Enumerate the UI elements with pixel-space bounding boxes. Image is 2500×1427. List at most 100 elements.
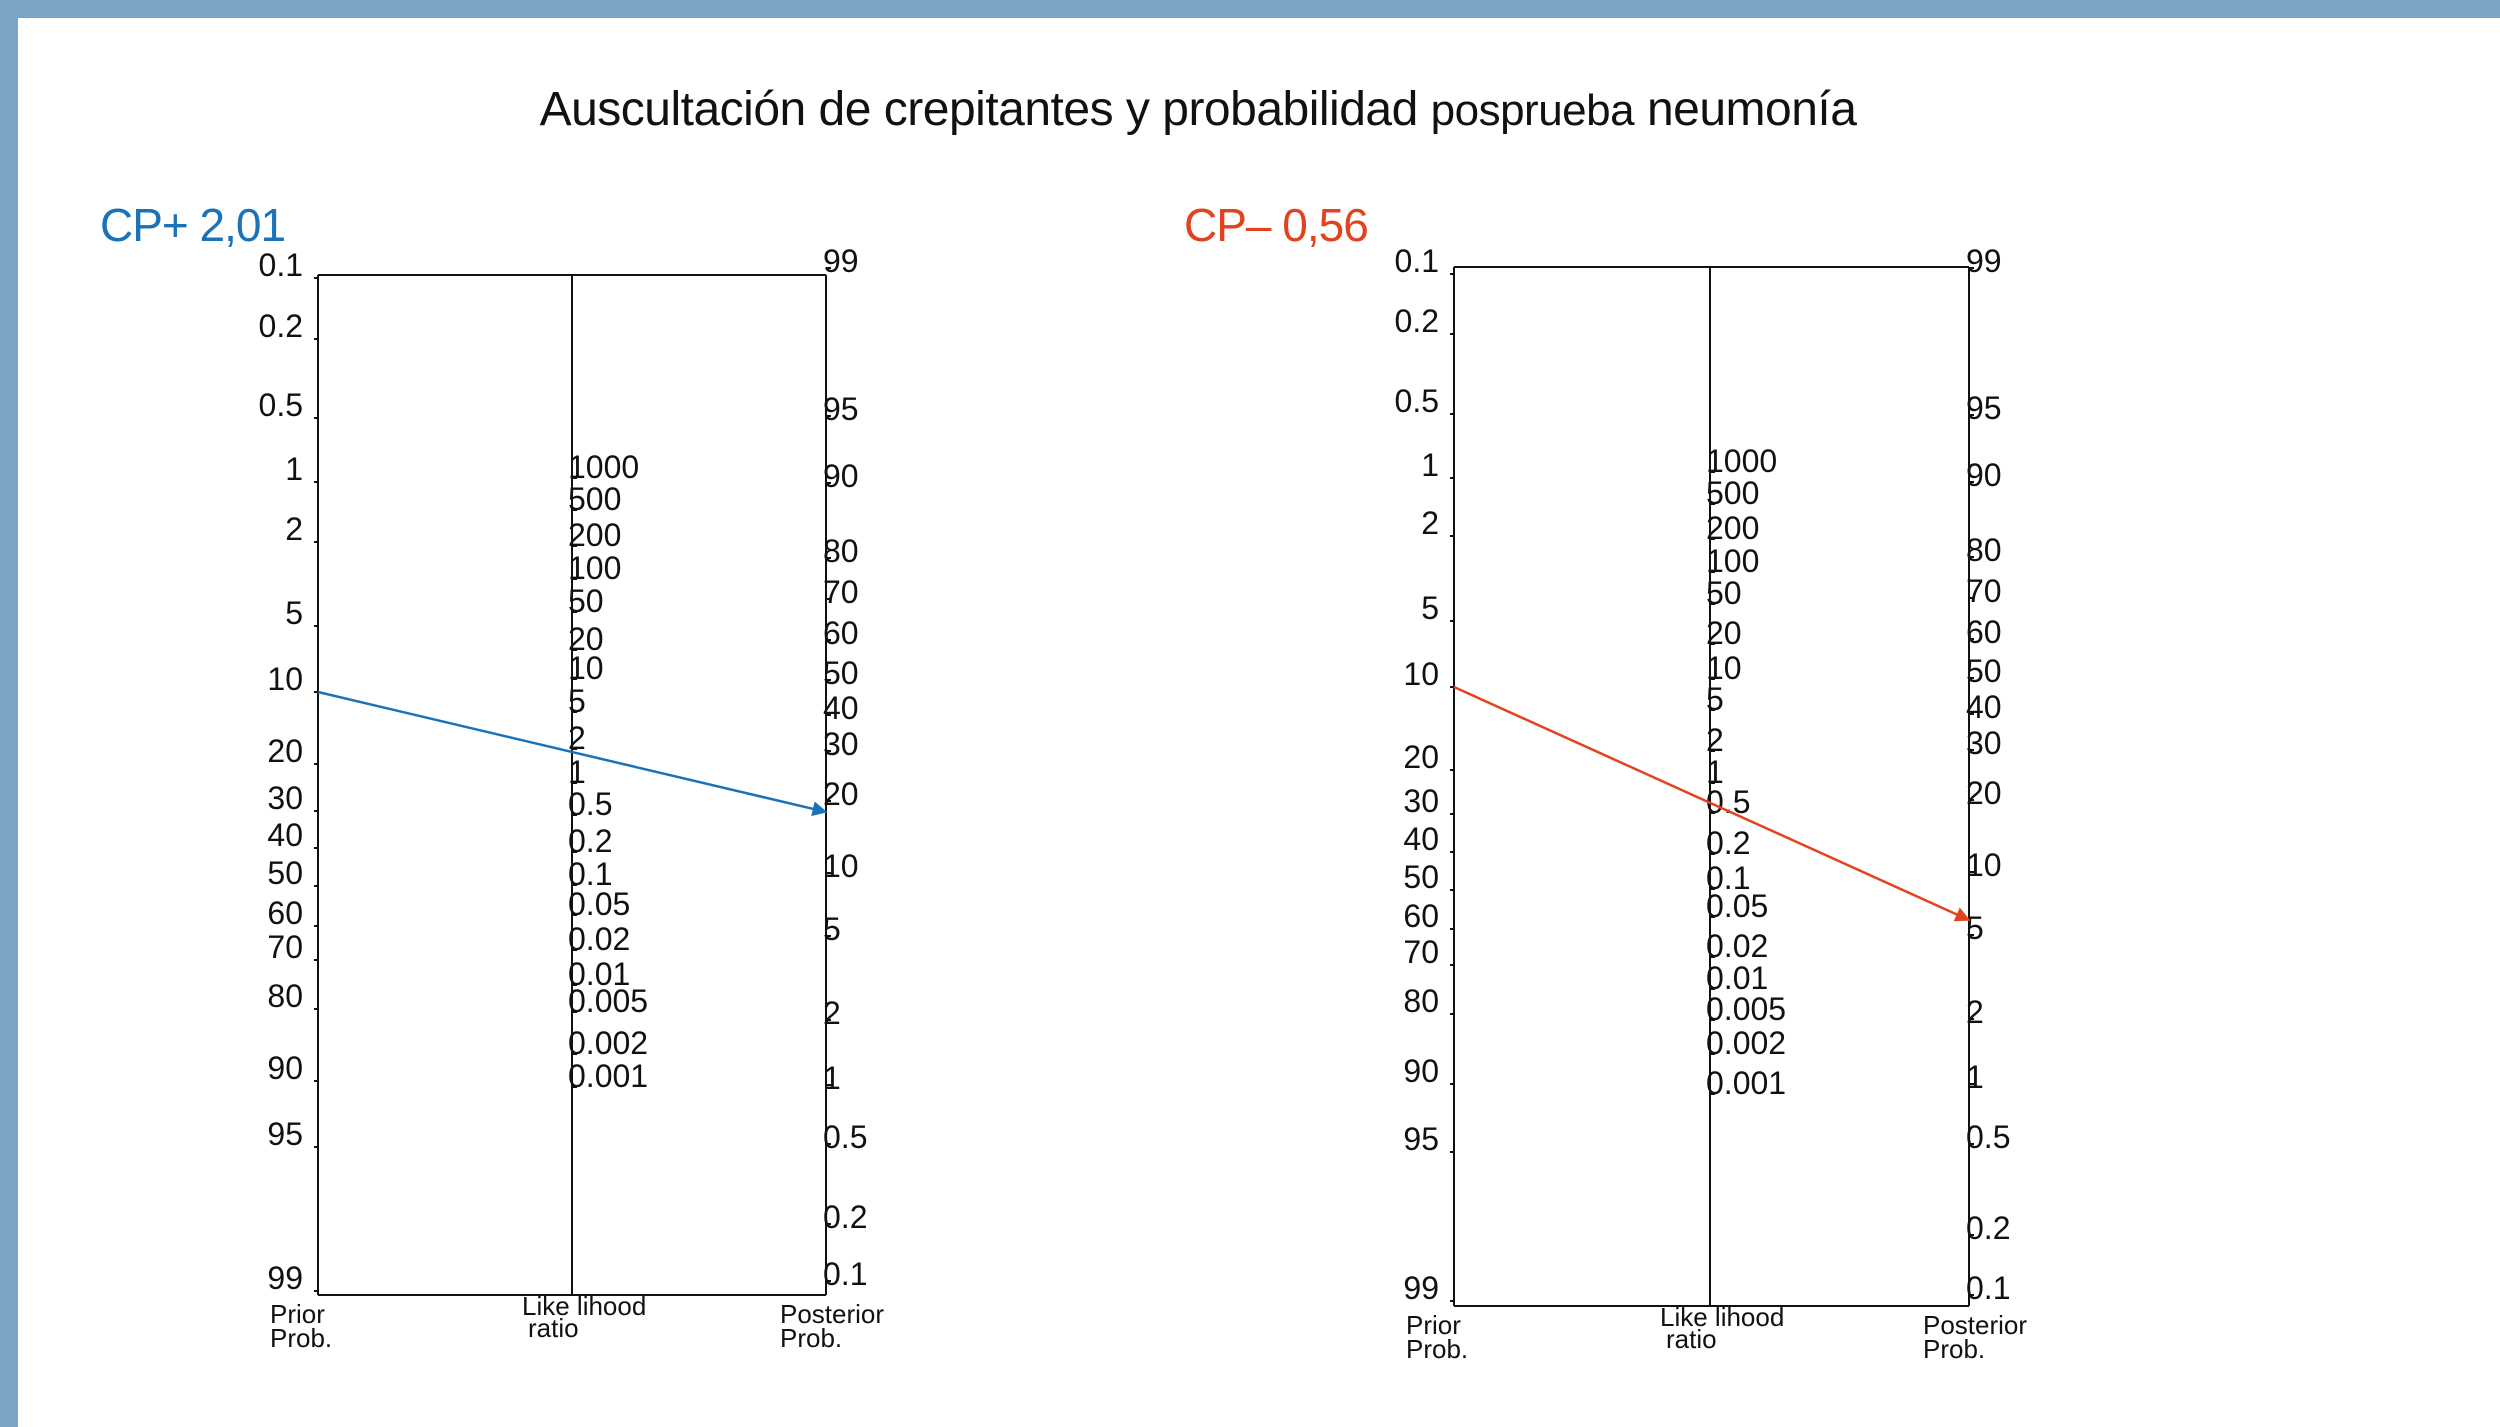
posterior-tick-label: 95 <box>823 391 859 427</box>
prior-tick-label: 60 <box>1403 898 1439 934</box>
posterior-tick-label: 90 <box>1966 457 2002 493</box>
posterior-axis-title-line2: Prob. <box>780 1323 842 1353</box>
posterior-tick-label: 70 <box>823 574 859 610</box>
prior-tick-label: 1 <box>285 451 303 487</box>
posterior-tick-label: 0.2 <box>823 1199 867 1235</box>
lr-tick-label: 0.02 <box>568 921 630 957</box>
lr-axis-title-line1: Like lihood <box>1660 1302 1784 1332</box>
lr-tick-label: 0.002 <box>568 1025 648 1061</box>
lr-tick-label: 0.01 <box>568 956 630 992</box>
lr-tick-label: 100 <box>568 550 621 586</box>
posterior-tick-label: 50 <box>1966 653 2002 689</box>
prior-tick-label: 0.2 <box>259 308 303 344</box>
prior-tick-label: 99 <box>267 1260 303 1296</box>
prior-tick-label: 5 <box>1421 590 1439 626</box>
lr-tick-label: 200 <box>1706 510 1759 546</box>
lr-tick-label: 2 <box>568 720 586 756</box>
prior-tick-label: 95 <box>1403 1121 1439 1157</box>
posterior-tick-label: 99 <box>823 243 859 279</box>
lr-tick-label: 5 <box>1706 681 1724 717</box>
prior-axis-title-line2: Prob. <box>1406 1334 1468 1364</box>
posterior-tick-label: 0.2 <box>1966 1210 2010 1246</box>
posterior-tick-label: 60 <box>823 615 859 651</box>
lr-tick-label: 10 <box>1706 650 1742 686</box>
lr-tick-label: 0.01 <box>1706 960 1768 996</box>
posterior-tick-label: 40 <box>823 690 859 726</box>
prior-tick-label: 60 <box>267 895 303 931</box>
lr-tick-label: 1 <box>568 754 586 790</box>
lr-tick-label: 5 <box>568 683 586 719</box>
prior-tick-label: 2 <box>285 511 303 547</box>
slide: Auscultación de crepitantes y probabilid… <box>18 18 2500 1427</box>
posterior-tick-label: 99 <box>1966 243 2002 279</box>
prior-tick-label: 95 <box>267 1116 303 1152</box>
posterior-tick-label: 2 <box>823 995 841 1031</box>
posterior-tick-label: 5 <box>1966 910 1984 946</box>
lr-tick-label: 50 <box>568 583 604 619</box>
prior-tick-label: 20 <box>267 733 303 769</box>
prior-tick-label: 0.5 <box>259 387 303 423</box>
prior-tick-label: 50 <box>267 855 303 891</box>
prior-tick-label: 50 <box>1403 859 1439 895</box>
posterior-axis-title-line1: Posterior <box>780 1299 884 1329</box>
posterior-tick-label: 80 <box>1966 532 2002 568</box>
lr-tick-label: 20 <box>568 621 604 657</box>
lr-tick-label: 0.001 <box>1706 1065 1786 1101</box>
posterior-tick-label: 5 <box>823 911 841 947</box>
lr-tick-label: 0.1 <box>1706 860 1750 896</box>
posterior-tick-label: 0.1 <box>823 1256 867 1292</box>
posterior-tick-label: 0.1 <box>1966 1270 2010 1306</box>
prior-tick-label: 1 <box>1421 447 1439 483</box>
prior-tick-label: 30 <box>267 780 303 816</box>
prior-tick-label: 2 <box>1421 505 1439 541</box>
slide-title: Auscultación de crepitantes y probabilid… <box>18 82 2378 137</box>
nomogram-positive: 0.10.20.51251020304050607080909599100050… <box>259 243 885 1353</box>
lr-tick-label: 100 <box>1706 543 1759 579</box>
posterior-tick-label: 20 <box>823 776 859 812</box>
lr-tick-label: 0.005 <box>568 983 648 1019</box>
posterior-axis-title-line1: Posterior <box>1923 1310 2027 1340</box>
posterior-tick-label: 10 <box>1966 847 2002 883</box>
title-main: Auscultación de crepitantes y probabilid… <box>539 83 1419 136</box>
prior-tick-label: 10 <box>267 661 303 697</box>
prior-axis-title-line1: Prior <box>1406 1310 1461 1340</box>
prior-tick-label: 70 <box>267 929 303 965</box>
lr-tick-label: 0.1 <box>568 856 612 892</box>
prior-tick-label: 99 <box>1403 1270 1439 1306</box>
prior-tick-label: 70 <box>1403 934 1439 970</box>
lr-tick-label: 0.05 <box>568 886 630 922</box>
posterior-tick-label: 40 <box>1966 689 2002 725</box>
probability-arrow-line <box>1453 685 1971 922</box>
lr-tick-label: 1000 <box>568 449 639 485</box>
lr-tick-label: 0.02 <box>1706 928 1768 964</box>
posterior-tick-label: 50 <box>823 655 859 691</box>
prior-tick-label: 40 <box>267 817 303 853</box>
lr-axis-title-line1: Like lihood <box>522 1291 646 1321</box>
negative-lr-label: CP– 0,56 <box>1184 199 1369 251</box>
prior-tick-label: 0.1 <box>259 247 303 283</box>
posterior-tick-label: 30 <box>1966 725 2002 761</box>
posterior-axis-title-line2: Prob. <box>1923 1334 1985 1364</box>
prior-tick-label: 0.2 <box>1395 303 1439 339</box>
posterior-tick-label: 10 <box>823 848 859 884</box>
prior-axis-title-line2: Prob. <box>270 1323 332 1353</box>
prior-tick-label: 90 <box>267 1050 303 1086</box>
prior-tick-label: 10 <box>1403 656 1439 692</box>
lr-tick-label: 200 <box>568 517 621 553</box>
prior-tick-label: 5 <box>285 595 303 631</box>
nomogram-negative: 0.10.20.51251020304050607080909599100050… <box>1395 243 2028 1364</box>
posterior-tick-label: 90 <box>823 458 859 494</box>
posterior-tick-label: 1 <box>823 1060 841 1096</box>
lr-tick-label: 0.2 <box>568 823 612 859</box>
lr-tick-label: 0.5 <box>568 786 612 822</box>
posterior-tick-label: 95 <box>1966 390 2002 426</box>
lr-tick-label: 50 <box>1706 575 1742 611</box>
prior-tick-label: 90 <box>1403 1053 1439 1089</box>
posterior-tick-label: 70 <box>1966 573 2002 609</box>
posterior-tick-label: 0.5 <box>1966 1119 2010 1155</box>
lr-tick-label: 0.5 <box>1706 784 1750 820</box>
prior-tick-label: 30 <box>1403 783 1439 819</box>
posterior-tick-label: 80 <box>823 533 859 569</box>
lr-tick-label: 0.2 <box>1706 825 1750 861</box>
